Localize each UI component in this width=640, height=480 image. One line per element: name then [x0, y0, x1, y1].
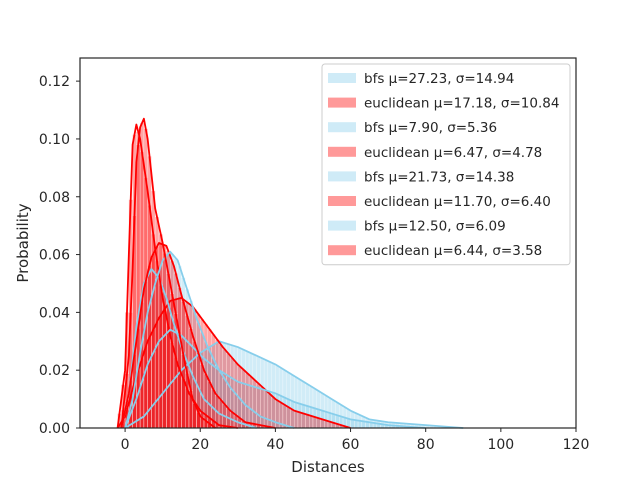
legend-label: bfs μ=7.90, σ=5.36 — [364, 120, 497, 136]
legend-label: euclidean μ=6.44, σ=3.58 — [364, 243, 542, 259]
y-tick-label: 0.04 — [39, 305, 70, 321]
legend-label: bfs μ=21.73, σ=14.38 — [364, 169, 514, 185]
hist-bar — [162, 252, 167, 429]
hist-bar — [271, 397, 276, 429]
kde-line-5 — [120, 242, 276, 429]
x-tick-label: 80 — [417, 437, 435, 453]
kde-line-6 — [124, 250, 295, 429]
x-tick-label: 0 — [121, 437, 130, 453]
y-tick-label: 0.12 — [39, 74, 70, 90]
plot-frame — [79, 57, 577, 429]
legend-box — [321, 63, 571, 266]
hist-bar — [245, 372, 250, 429]
hist-bar — [136, 144, 141, 429]
legend-label: euclidean μ=17.18, σ=10.84 — [364, 96, 559, 112]
hist-bar — [248, 376, 254, 429]
hist-bar — [293, 411, 299, 429]
x-tick-label: 60 — [342, 437, 360, 453]
legend-swatch — [328, 220, 356, 231]
hist-bar — [309, 415, 314, 429]
legend-swatch — [328, 97, 356, 108]
y-tick-label: 0.02 — [39, 363, 70, 379]
y-tick-label: 0.00 — [39, 421, 70, 437]
legend-label: bfs μ=12.50, σ=6.09 — [364, 219, 506, 235]
legend-swatch — [328, 146, 356, 157]
x-tick-label: 20 — [191, 437, 209, 453]
hist-bar — [305, 414, 310, 429]
hist-bar — [290, 409, 295, 429]
hist-bar — [312, 416, 317, 429]
y-tick-label: 0.10 — [39, 132, 70, 148]
x-tick-label: 40 — [266, 437, 284, 453]
axes: 0 20 40 60 80 100 120 0.00 0.02 0.04 0.06 0.08 0.10 0… — [39, 57, 590, 453]
kde-line-4 — [124, 328, 426, 429]
legend-label: euclidean μ=11.70, σ=6.40 — [364, 194, 551, 210]
legend-swatch — [328, 73, 356, 83]
y-tick-label: 0.06 — [39, 248, 70, 264]
hist-bar — [301, 413, 306, 429]
hist-bar — [177, 333, 182, 429]
hist-bar — [256, 383, 261, 429]
hist-bar — [297, 412, 302, 429]
legend: bfs μ=27.23, σ=14.94 euclidean μ=17.18, σ… — [321, 63, 571, 266]
hist-bar — [263, 390, 269, 429]
kde-line-7 — [120, 117, 216, 429]
hist-bar — [286, 406, 291, 429]
hist-bar — [354, 420, 359, 429]
legend-swatch — [328, 122, 356, 133]
hist-bar — [316, 417, 321, 429]
hist-bar — [260, 386, 265, 429]
legend-swatch — [328, 245, 356, 256]
y-axis-label: Probability — [14, 203, 32, 282]
x-tick-label: 100 — [487, 437, 514, 453]
y-tick-label: 0.08 — [39, 190, 70, 206]
hist-bar — [350, 419, 355, 429]
hist-bar — [166, 273, 171, 429]
hist-bar — [267, 393, 272, 429]
kde-line-0 — [124, 340, 464, 429]
legend-swatch — [328, 171, 356, 182]
x-tick-label: 120 — [563, 437, 590, 453]
legend-label: euclidean μ=6.47, σ=4.78 — [364, 145, 542, 161]
legend-swatch — [328, 196, 356, 206]
kde-line-1 — [116, 297, 351, 429]
kde-line-2 — [120, 268, 257, 429]
x-axis-label: Distances — [291, 458, 365, 476]
legend-label: bfs μ=27.23, σ=14.94 — [364, 71, 514, 87]
